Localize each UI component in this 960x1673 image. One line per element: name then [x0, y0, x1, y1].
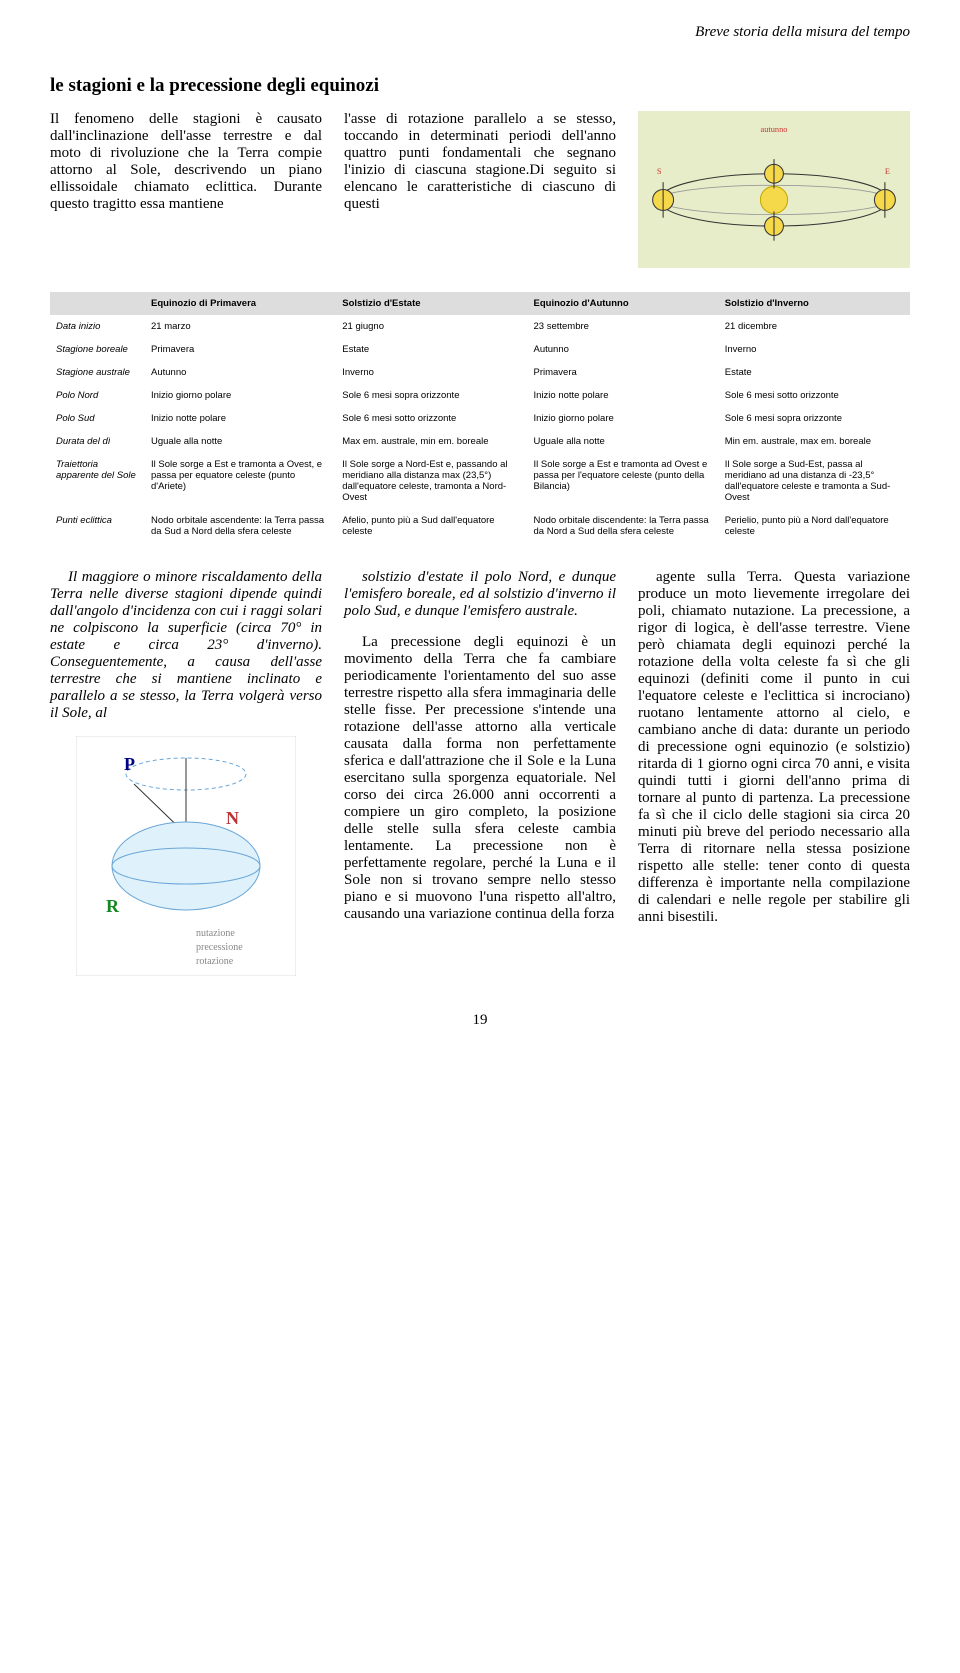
- table-cell: Inizio giorno polare: [528, 407, 719, 430]
- table-cell: Sole 6 mesi sopra orizzonte: [719, 407, 910, 430]
- table-cell: Il Sole sorge a Est e tramonta ad Ovest …: [528, 453, 719, 509]
- legend-2: precessione: [196, 942, 243, 953]
- th-3: Equinozio d'Autunno: [528, 292, 719, 315]
- table-row: Durata del dìUguale alla notteMax em. au…: [50, 430, 910, 453]
- table-row: Polo SudInizio notte polareSole 6 mesi s…: [50, 407, 910, 430]
- table-cell: Il Sole sorge a Est e tramonta a Ovest, …: [145, 453, 336, 509]
- seasons-table: Equinozio di Primavera Solstizio d'Estat…: [50, 292, 910, 543]
- table-cell: Estate: [336, 338, 527, 361]
- table-cell: Inizio giorno polare: [145, 384, 336, 407]
- table-row: Stagione australeAutunnoInvernoPrimavera…: [50, 361, 910, 384]
- table-cell: Sole 6 mesi sotto orizzonte: [336, 407, 527, 430]
- svg-text:E: E: [885, 167, 890, 176]
- table-cell: Afelio, punto più a Sud dall'equatore ce…: [336, 509, 527, 543]
- precession-diagram: P N R nutazione precessione rotazione: [50, 736, 322, 976]
- row-label: Polo Nord: [50, 384, 145, 407]
- body-columns: Il maggiore o minore riscaldamento della…: [50, 569, 910, 976]
- table-cell: Inizio notte polare: [528, 384, 719, 407]
- body-col-3: agente sulla Terra. Questa variazione pr…: [638, 569, 910, 976]
- table-head-row: Equinozio di Primavera Solstizio d'Estat…: [50, 292, 910, 315]
- table-row: Data inizio21 marzo21 giugno23 settembre…: [50, 315, 910, 338]
- table-cell: Inverno: [336, 361, 527, 384]
- table-cell: 21 giugno: [336, 315, 527, 338]
- table-cell: Estate: [719, 361, 910, 384]
- body-c2-p1: solstizio d'estate il polo Nord, e dunqu…: [344, 569, 616, 620]
- table-cell: Inverno: [719, 338, 910, 361]
- row-label: Punti eclittica: [50, 509, 145, 543]
- table-row: Traiettoria apparente del SoleIl Sole so…: [50, 453, 910, 509]
- precession-svg: P N R nutazione precessione rotazione: [76, 736, 296, 976]
- table-cell: Max em. australe, min em. boreale: [336, 430, 527, 453]
- intro-grid: Il fenomeno delle stagioni è causato dal…: [50, 111, 910, 268]
- running-head: Breve storia della misura del tempo: [50, 24, 910, 41]
- svg-text:S: S: [657, 167, 662, 176]
- row-label: Stagione australe: [50, 361, 145, 384]
- table-cell: Sole 6 mesi sotto orizzonte: [719, 384, 910, 407]
- table-cell: 23 settembre: [528, 315, 719, 338]
- label-N: N: [226, 808, 239, 828]
- table-cell: 21 marzo: [145, 315, 336, 338]
- table-cell: Nodo orbitale ascendente: la Terra passa…: [145, 509, 336, 543]
- label-R: R: [106, 896, 120, 916]
- intro-col-2: l'asse di rotazione parallelo a se stess…: [344, 111, 616, 268]
- orbit-diagram: autunno S E: [638, 111, 910, 268]
- table-cell: Nodo orbitale discendente: la Terra pass…: [528, 509, 719, 543]
- row-label: Durata del dì: [50, 430, 145, 453]
- row-label: Polo Sud: [50, 407, 145, 430]
- body-col-2: solstizio d'estate il polo Nord, e dunqu…: [344, 569, 616, 976]
- table-cell: Min em. australe, max em. boreale: [719, 430, 910, 453]
- th-1: Equinozio di Primavera: [145, 292, 336, 315]
- th-2: Solstizio d'Estate: [336, 292, 527, 315]
- legend-3: rotazione: [196, 956, 234, 967]
- table-cell: Autunno: [145, 361, 336, 384]
- row-label: Stagione boreale: [50, 338, 145, 361]
- table-cell: 21 dicembre: [719, 315, 910, 338]
- th-4: Solstizio d'Inverno: [719, 292, 910, 315]
- body-c1-p1: Il maggiore o minore riscaldamento della…: [50, 569, 322, 722]
- body-col-1: Il maggiore o minore riscaldamento della…: [50, 569, 322, 976]
- th-blank: [50, 292, 145, 315]
- row-label: Data inizio: [50, 315, 145, 338]
- table-body: Data inizio21 marzo21 giugno23 settembre…: [50, 315, 910, 543]
- table-cell: Primavera: [528, 361, 719, 384]
- table-cell: Perielio, punto più a Nord dall'equatore…: [719, 509, 910, 543]
- table-cell: Il Sole sorge a Nord-Est e, passando al …: [336, 453, 527, 509]
- table-cell: Uguale alla notte: [528, 430, 719, 453]
- table-cell: Sole 6 mesi sopra orizzonte: [336, 384, 527, 407]
- svg-text:autunno: autunno: [761, 125, 788, 134]
- table-cell: Autunno: [528, 338, 719, 361]
- table-cell: Primavera: [145, 338, 336, 361]
- legend-1: nutazione: [196, 928, 235, 939]
- body-c3-p1: agente sulla Terra. Questa variazione pr…: [638, 569, 910, 926]
- section-title: le stagioni e la precessione degli equin…: [50, 75, 910, 97]
- body-c2-p2: La precessione degli equinozi è un movim…: [344, 634, 616, 923]
- intro-col-1: Il fenomeno delle stagioni è causato dal…: [50, 111, 322, 268]
- table-cell: Uguale alla notte: [145, 430, 336, 453]
- table-cell: Inizio notte polare: [145, 407, 336, 430]
- table-row: Polo NordInizio giorno polareSole 6 mesi…: [50, 384, 910, 407]
- row-label: Traiettoria apparente del Sole: [50, 453, 145, 509]
- table-row: Stagione borealePrimaveraEstateAutunnoIn…: [50, 338, 910, 361]
- page-number: 19: [50, 1012, 910, 1029]
- table-row: Punti eclitticaNodo orbitale ascendente:…: [50, 509, 910, 543]
- table-cell: Il Sole sorge a Sud-Est, passa al meridi…: [719, 453, 910, 509]
- label-P: P: [124, 754, 135, 774]
- orbit-svg: autunno S E: [638, 111, 910, 268]
